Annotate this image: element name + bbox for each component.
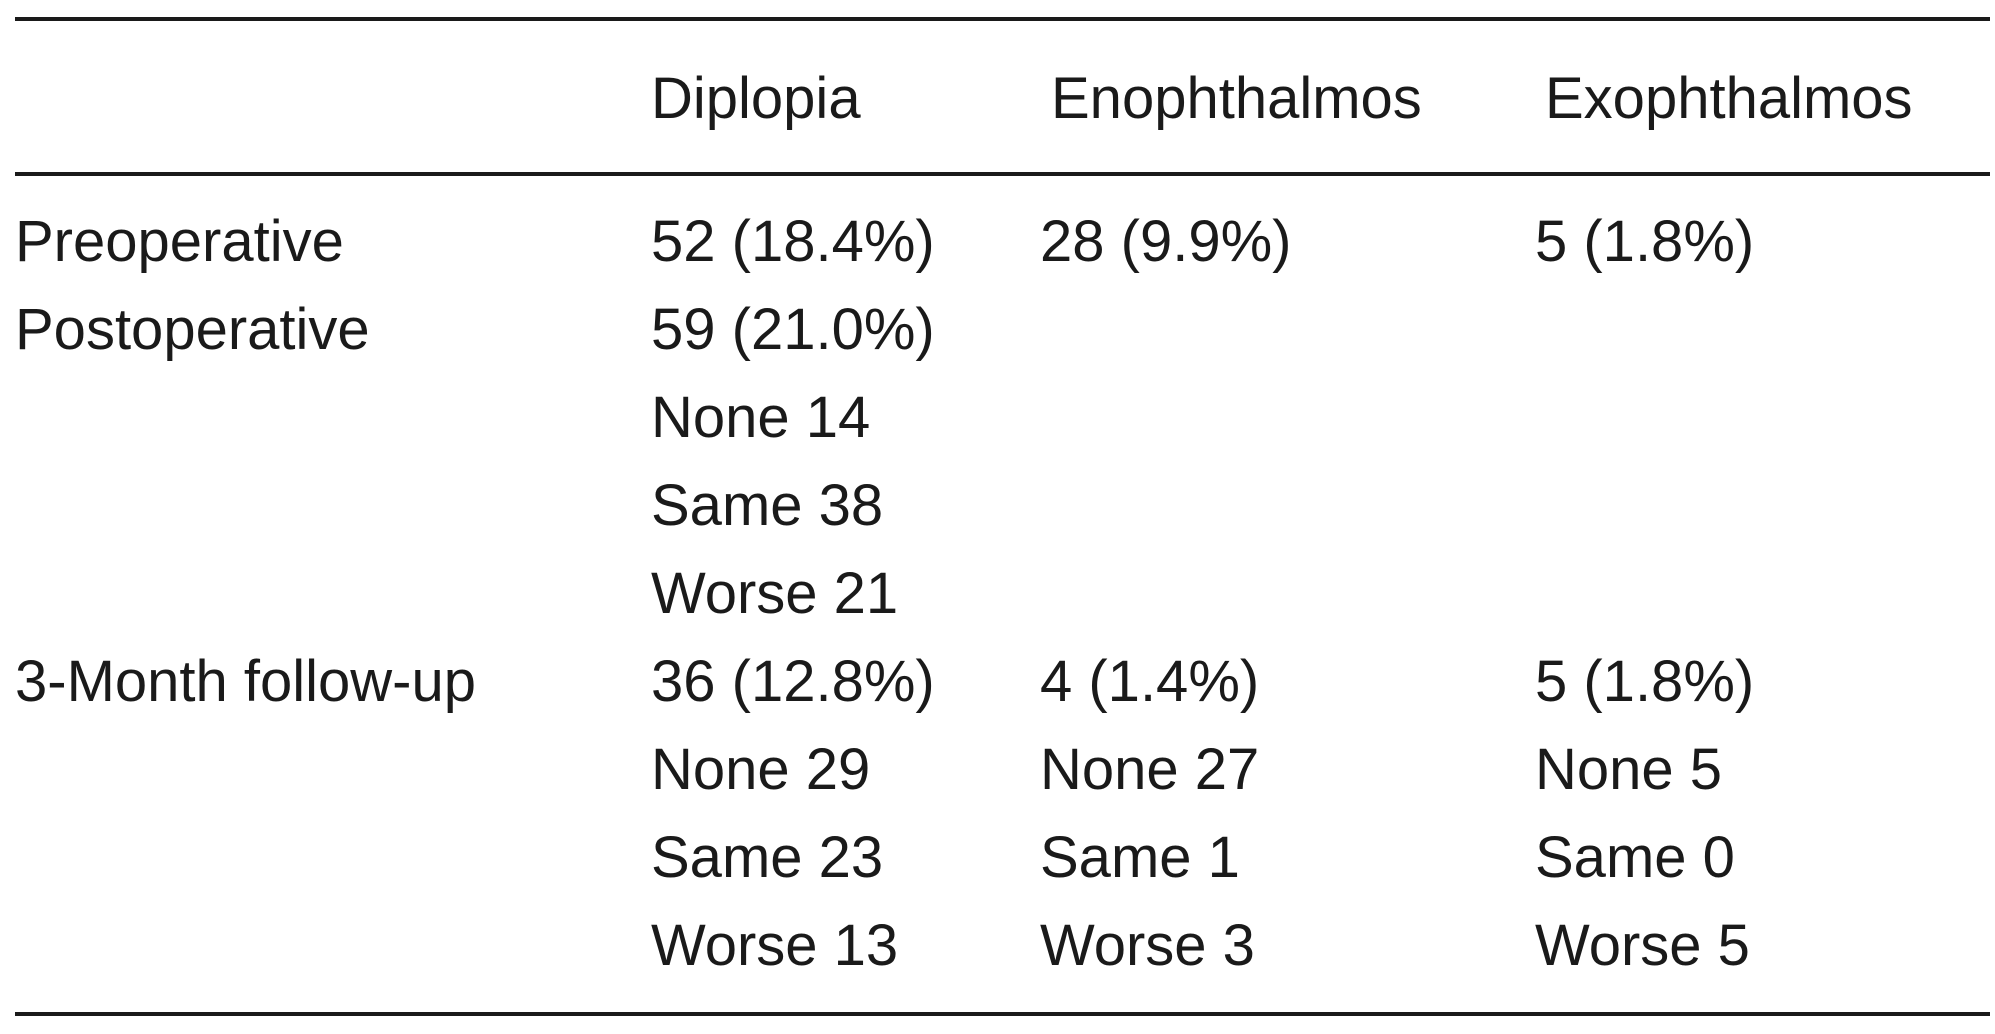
cell-text: Same 23: [651, 825, 884, 890]
cell-text: Same 1: [1040, 825, 1240, 890]
header-rule: [15, 172, 1990, 176]
cell-text: 4 (1.4%): [1040, 649, 1260, 714]
cell-text: None 14: [651, 385, 871, 450]
cell-text: Worse 5: [1535, 913, 1750, 978]
row-label: Preoperative: [15, 209, 344, 274]
cell-text: 52 (18.4%): [651, 209, 935, 274]
row-label: 3-Month follow-up: [15, 649, 476, 714]
cell-text: 28 (9.9%): [1040, 209, 1292, 274]
column-header: Diplopia: [651, 66, 861, 131]
row-label: Postoperative: [15, 297, 370, 362]
cell-text: Worse 21: [651, 561, 899, 626]
column-header: Exophthalmos: [1545, 66, 1913, 131]
bottom-rule: [15, 1012, 1990, 1016]
cell-text: Same 38: [651, 473, 884, 538]
cell-text: 59 (21.0%): [651, 297, 935, 362]
cell-text: 5 (1.8%): [1535, 209, 1755, 274]
column-header: Enophthalmos: [1051, 66, 1422, 131]
cell-text: None 29: [651, 737, 871, 802]
cell-text: None 27: [1040, 737, 1260, 802]
cell-text: Worse 13: [651, 913, 899, 978]
top-rule: [15, 17, 1990, 21]
cell-text: 5 (1.8%): [1535, 649, 1755, 714]
cell-text: Same 0: [1535, 825, 1735, 890]
cell-text: Worse 3: [1040, 913, 1255, 978]
cell-text: 36 (12.8%): [651, 649, 935, 714]
cell-text: None 5: [1535, 737, 1723, 802]
